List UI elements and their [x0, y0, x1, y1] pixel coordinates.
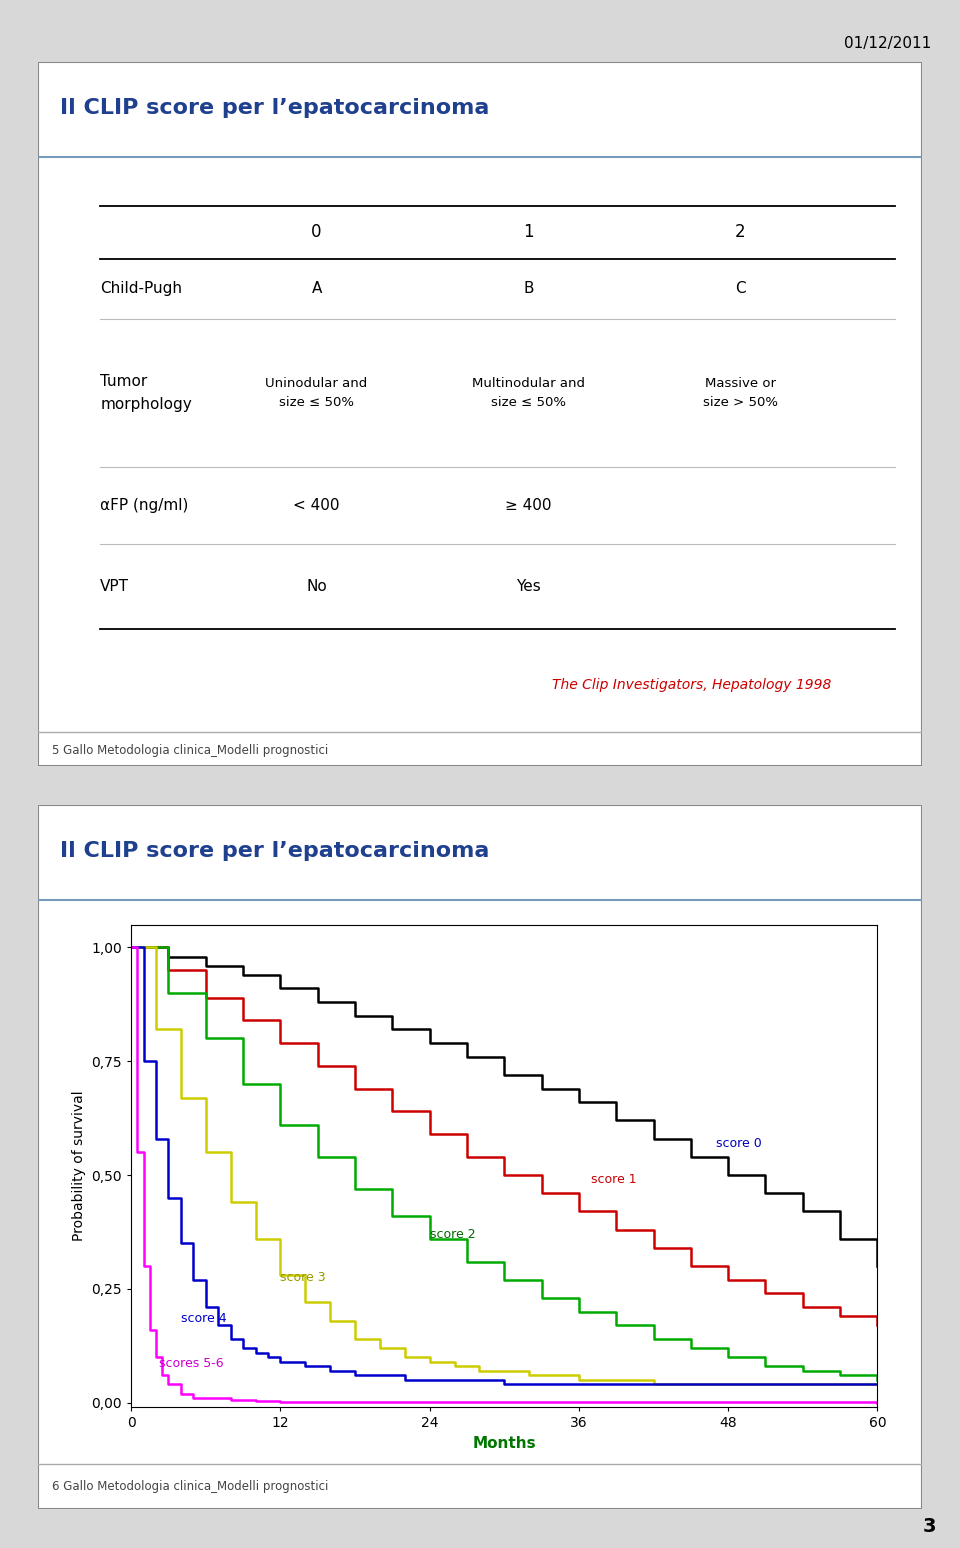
Text: ≥ 400: ≥ 400 — [505, 498, 552, 512]
Text: 01/12/2011: 01/12/2011 — [844, 36, 931, 51]
Text: No: No — [306, 579, 327, 594]
Text: < 400: < 400 — [294, 498, 340, 512]
Text: 0: 0 — [311, 223, 322, 241]
Text: score 3: score 3 — [280, 1271, 326, 1283]
Text: Il CLIP score per l’epatocarcinoma: Il CLIP score per l’epatocarcinoma — [60, 841, 490, 861]
Text: score 4: score 4 — [180, 1311, 227, 1325]
Text: αFP (ng/ml): αFP (ng/ml) — [100, 498, 188, 512]
Text: Il CLIP score per l’epatocarcinoma: Il CLIP score per l’epatocarcinoma — [60, 98, 490, 118]
Text: score 2: score 2 — [430, 1228, 475, 1240]
Text: 6 Gallo Metodologia clinica_Modelli prognostici: 6 Gallo Metodologia clinica_Modelli prog… — [52, 1480, 328, 1492]
Text: Uninodular and
size ≤ 50%: Uninodular and size ≤ 50% — [266, 378, 368, 409]
Text: C: C — [735, 282, 746, 296]
Text: VPT: VPT — [100, 579, 130, 594]
Text: score 1: score 1 — [591, 1173, 637, 1186]
Text: A: A — [311, 282, 322, 296]
FancyBboxPatch shape — [38, 805, 922, 1509]
Text: Multinodular and
size ≤ 50%: Multinodular and size ≤ 50% — [472, 378, 585, 409]
Text: score 0: score 0 — [716, 1136, 761, 1150]
Text: 1: 1 — [523, 223, 534, 241]
Text: Massive or
size > 50%: Massive or size > 50% — [703, 378, 778, 409]
Text: Yes: Yes — [516, 579, 540, 594]
Text: 5 Gallo Metodologia clinica_Modelli prognostici: 5 Gallo Metodologia clinica_Modelli prog… — [52, 745, 328, 757]
Y-axis label: Probability of survival: Probability of survival — [72, 1091, 85, 1241]
Text: The Clip Investigators, Hepatology 1998: The Clip Investigators, Hepatology 1998 — [552, 678, 831, 692]
Text: 2: 2 — [735, 223, 746, 241]
Text: scores 5-6: scores 5-6 — [158, 1358, 223, 1370]
Text: B: B — [523, 282, 534, 296]
FancyBboxPatch shape — [38, 62, 922, 766]
Text: Tumor
morphology: Tumor morphology — [100, 375, 192, 412]
Text: 3: 3 — [923, 1517, 936, 1536]
Text: Child-Pugh: Child-Pugh — [100, 282, 182, 296]
X-axis label: Months: Months — [472, 1435, 536, 1450]
